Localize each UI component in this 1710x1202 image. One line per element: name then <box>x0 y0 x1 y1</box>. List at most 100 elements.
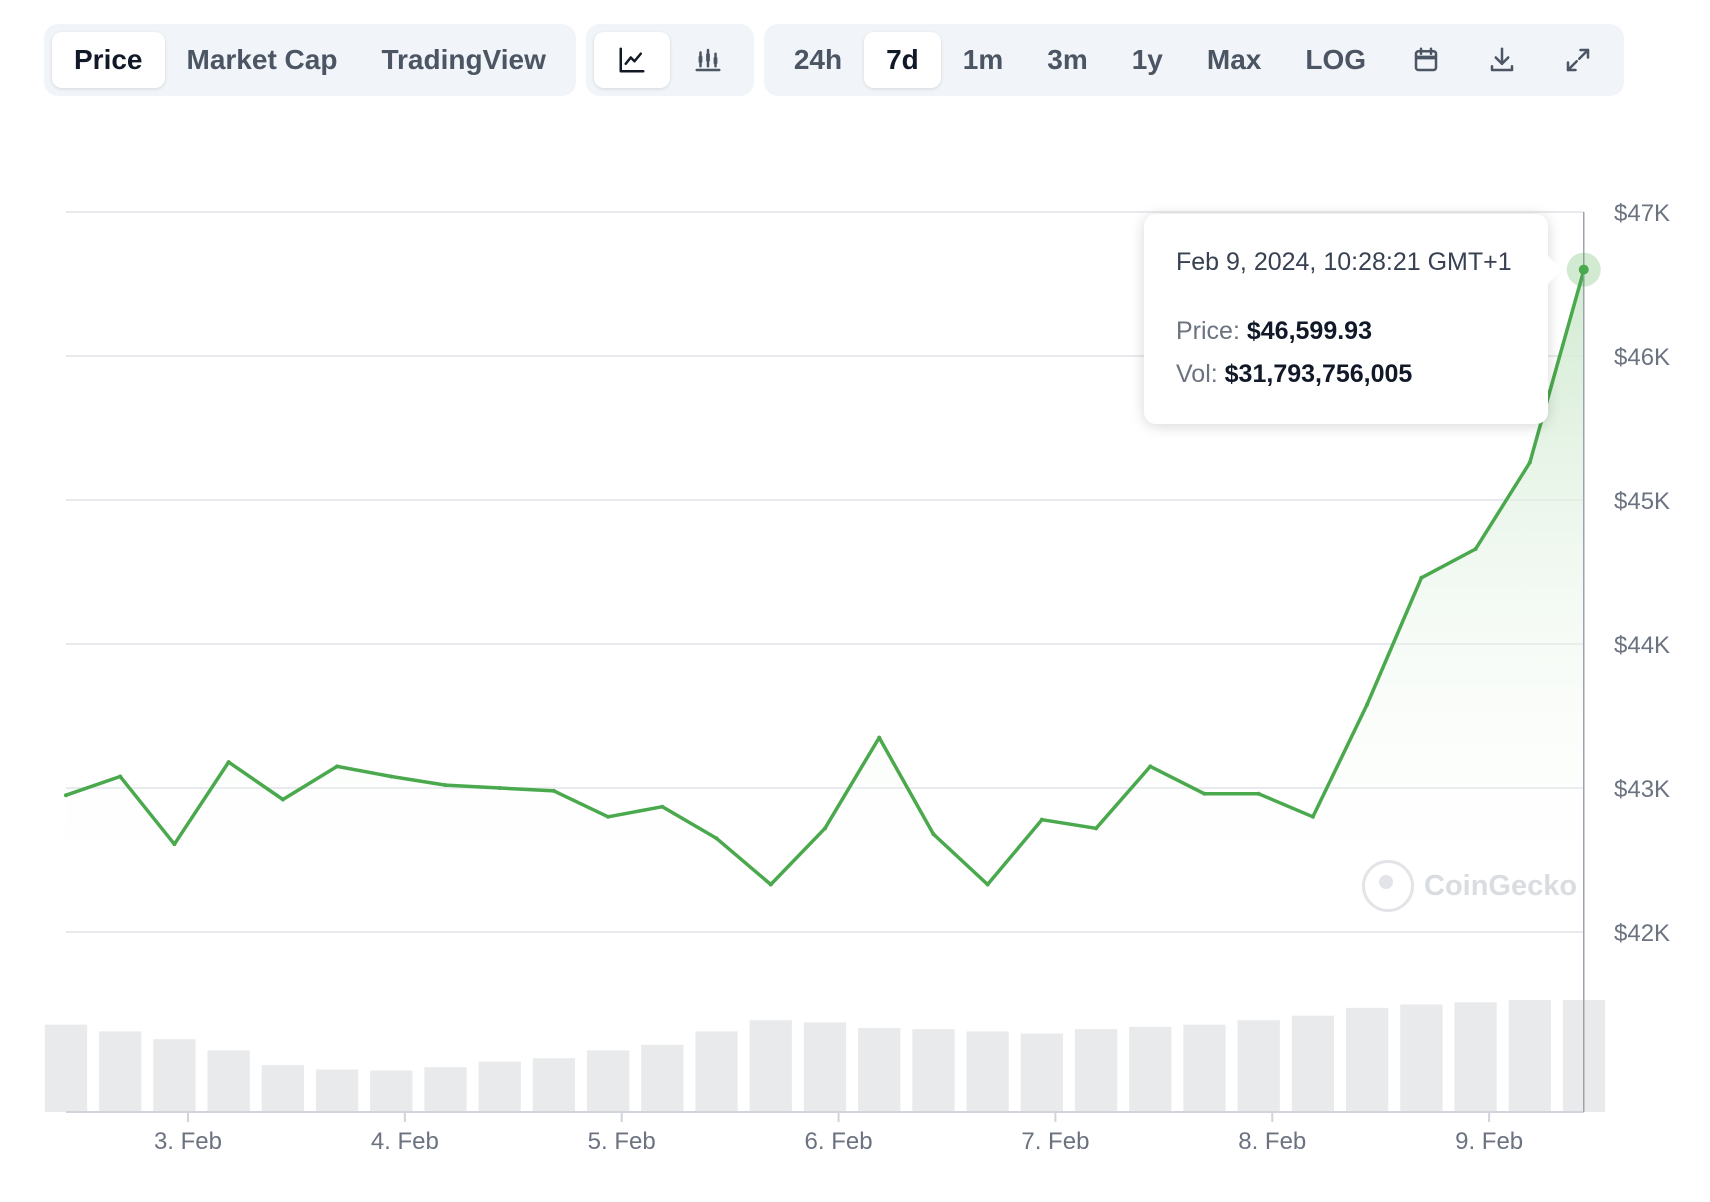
price-point <box>877 735 882 740</box>
price-point <box>1365 702 1370 707</box>
volume-bar <box>1291 1015 1335 1112</box>
price-point <box>280 797 285 802</box>
volume-bar <box>1400 1004 1443 1112</box>
tooltip-volume-value: $31,793,756,005 <box>1224 360 1413 388</box>
x-tick-label: 3. Feb <box>154 1128 222 1155</box>
volume-bar <box>478 1061 521 1112</box>
volume-bar <box>1345 1007 1389 1112</box>
range-max[interactable]: Max <box>1206 44 1262 75</box>
price-point <box>823 826 827 831</box>
range-1m[interactable]: 1m <box>962 44 1004 75</box>
volume-bar <box>912 1029 955 1112</box>
volume-bar <box>641 1044 684 1112</box>
price-point <box>931 832 936 837</box>
hover-dot <box>1578 264 1589 275</box>
download-button[interactable] <box>1464 32 1540 88</box>
price-point <box>1473 546 1478 551</box>
price-point <box>1310 814 1315 819</box>
price-point <box>1202 791 1207 796</box>
x-tick-label: 5. Feb <box>588 1128 656 1155</box>
price-point <box>714 836 719 841</box>
fullscreen-button[interactable] <box>1540 32 1616 88</box>
x-tick-label: 8. Feb <box>1238 1128 1306 1155</box>
volume-bar <box>1183 1024 1226 1112</box>
y-tick-label: $46K <box>1614 344 1670 371</box>
volume-bar <box>803 1022 847 1112</box>
chart-toolbar: Price Market Cap TradingView 24h 7d 1m 3… <box>44 24 1625 96</box>
tab-market-cap[interactable]: Market Cap <box>186 44 338 75</box>
coingecko-watermark: CoinGecko <box>1362 860 1577 912</box>
chart-style-toggle <box>585 24 754 96</box>
calendar-icon <box>1414 47 1438 72</box>
y-tick-label: $44K <box>1614 632 1670 659</box>
x-axis-labels: 3. Feb 4. Feb 5. Feb 6. Feb 7. Feb 8. Feb 9. F… <box>66 1111 1584 1155</box>
volume-bar <box>261 1064 305 1112</box>
volume-bar <box>749 1020 792 1112</box>
range-7d[interactable]: 7d <box>864 32 941 88</box>
x-tick-label: 6. Feb <box>805 1128 873 1155</box>
volume-bar <box>532 1058 576 1112</box>
gecko-logo-icon <box>1362 860 1414 912</box>
price-point <box>1527 460 1532 465</box>
price-point <box>606 814 611 819</box>
price-point <box>985 882 990 887</box>
tab-price[interactable]: Price <box>52 32 165 88</box>
price-point <box>497 786 502 790</box>
tooltip-volume-row: Vol: $31,793,756,005 <box>1176 360 1516 389</box>
price-point <box>1419 575 1424 580</box>
tooltip-volume-label: Vol: <box>1176 360 1218 388</box>
price-line <box>64 267 1586 887</box>
price-point <box>172 842 177 847</box>
price-point <box>768 882 773 887</box>
price-point <box>226 760 231 765</box>
volume-bar <box>858 1028 901 1112</box>
price-area <box>66 269 1584 933</box>
volume-bar <box>1508 1000 1551 1112</box>
volume-bar <box>1074 1029 1118 1112</box>
volume-bar <box>966 1031 1009 1112</box>
x-tick-label: 4. Feb <box>371 1128 439 1155</box>
volume-bar <box>1454 1002 1497 1112</box>
candlestick-chart-icon <box>695 48 721 72</box>
y-tick-label: $45K <box>1614 488 1670 515</box>
range-selector: 24h 7d 1m 3m 1y Max LOG <box>763 24 1625 96</box>
range-1y[interactable]: 1y <box>1131 44 1163 75</box>
volume-bar <box>424 1067 467 1112</box>
range-3m[interactable]: 3m <box>1047 44 1088 75</box>
fullscreen-icon <box>1566 48 1590 72</box>
range-24h[interactable]: 24h <box>793 44 843 75</box>
date-range-button[interactable] <box>1388 32 1464 88</box>
line-chart-button[interactable] <box>593 32 670 88</box>
volume-bar <box>1129 1026 1172 1112</box>
tooltip-date: Feb 9, 2024, 10:28:21 GMT+1 <box>1176 248 1512 276</box>
y-tick-label: $47K <box>1614 200 1670 227</box>
tooltip-price-label: Price: <box>1176 317 1240 345</box>
y-tick-label: $43K <box>1614 776 1670 803</box>
view-tabs: Price Market Cap TradingView <box>44 24 576 96</box>
price-point <box>64 793 68 798</box>
volume-bar <box>153 1039 196 1112</box>
log-scale-button[interactable]: LOG <box>1305 44 1367 75</box>
y-axis-labels: $42K $43K $44K $45K $46K $47K <box>1614 200 1670 947</box>
candlestick-chart-button[interactable] <box>670 32 746 88</box>
y-tick-label: $42K <box>1614 920 1670 947</box>
watermark-text: CoinGecko <box>1424 869 1578 902</box>
line-chart-icon <box>619 47 645 73</box>
volume-bar <box>207 1050 250 1112</box>
x-tick-label: 7. Feb <box>1021 1128 1089 1155</box>
price-point <box>335 764 340 769</box>
price-point <box>551 788 556 793</box>
volume-bar <box>99 1031 142 1112</box>
price-point <box>1094 826 1099 831</box>
price-point <box>118 774 123 779</box>
volume-bar <box>695 1031 738 1112</box>
tooltip-price-value: $46,599.93 <box>1246 317 1372 345</box>
tab-tradingview[interactable]: TradingView <box>381 44 546 75</box>
volume-bar <box>1237 1020 1280 1112</box>
price-point <box>660 804 665 809</box>
x-tick-label: 9. Feb <box>1455 1128 1523 1155</box>
price-tooltip: Feb 9, 2024, 10:28:21 GMT+1 Price: $46,5… <box>1144 214 1562 424</box>
volume-bars <box>44 1000 1606 1112</box>
volume-bar <box>1020 1033 1064 1112</box>
